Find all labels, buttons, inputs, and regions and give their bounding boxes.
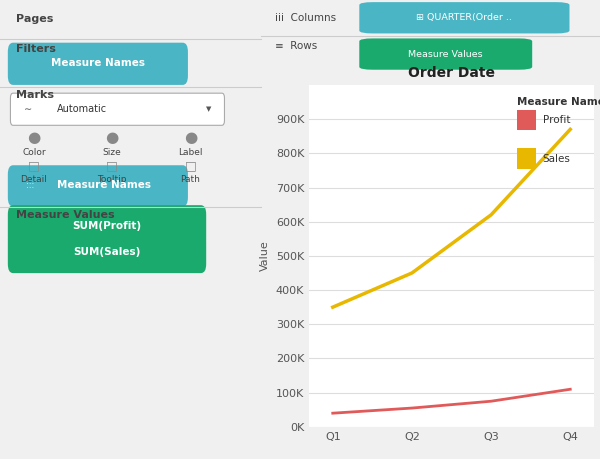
Title: Order Date: Order Date <box>408 66 495 79</box>
FancyBboxPatch shape <box>8 43 188 85</box>
Text: ∼: ∼ <box>23 104 32 114</box>
Text: Pages: Pages <box>16 14 53 24</box>
Text: □: □ <box>28 160 40 173</box>
Text: Profit: Profit <box>542 115 570 125</box>
Text: ▼: ▼ <box>206 106 212 112</box>
FancyBboxPatch shape <box>359 2 569 34</box>
Text: Measure Names: Measure Names <box>517 97 600 107</box>
Text: ⊞ QUARTER(Order ..: ⊞ QUARTER(Order .. <box>416 13 512 22</box>
Text: Filters: Filters <box>16 44 56 54</box>
Text: Detail: Detail <box>20 175 47 185</box>
FancyBboxPatch shape <box>10 93 224 125</box>
Text: Measure Values: Measure Values <box>16 210 114 220</box>
FancyBboxPatch shape <box>359 39 532 70</box>
Text: SUM(Sales): SUM(Sales) <box>73 247 140 257</box>
Text: ●: ● <box>184 130 197 145</box>
Text: Size: Size <box>103 148 122 157</box>
Text: □: □ <box>185 160 196 173</box>
Text: iii  Columns: iii Columns <box>275 13 335 23</box>
Text: □: □ <box>106 160 118 173</box>
Y-axis label: Value: Value <box>260 241 270 271</box>
Text: Measure Names: Measure Names <box>58 180 151 190</box>
Text: Sales: Sales <box>542 154 571 163</box>
Text: Measure Values: Measure Values <box>409 50 483 59</box>
FancyBboxPatch shape <box>517 148 536 169</box>
Text: ●: ● <box>28 130 41 145</box>
Text: SUM(Profit): SUM(Profit) <box>73 221 142 231</box>
Text: Measure Names: Measure Names <box>51 58 145 68</box>
Text: ●: ● <box>106 130 119 145</box>
Text: Path: Path <box>181 175 200 185</box>
Text: ≡  Rows: ≡ Rows <box>275 41 317 51</box>
FancyBboxPatch shape <box>8 232 206 273</box>
Text: Label: Label <box>178 148 203 157</box>
FancyBboxPatch shape <box>8 205 206 246</box>
FancyBboxPatch shape <box>517 110 536 130</box>
Text: :::: ::: <box>26 181 34 190</box>
FancyBboxPatch shape <box>8 165 188 207</box>
Text: Tooltip: Tooltip <box>97 175 127 185</box>
Text: Marks: Marks <box>16 90 53 101</box>
Text: Color: Color <box>22 148 46 157</box>
Text: Automatic: Automatic <box>58 104 107 114</box>
